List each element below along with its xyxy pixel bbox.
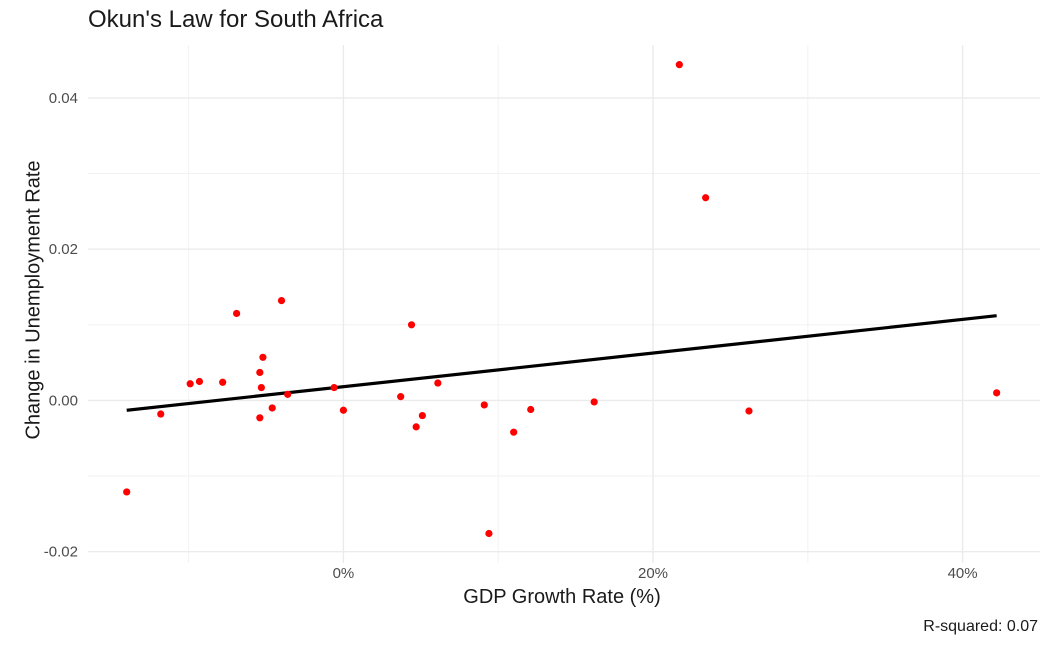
data-point <box>233 309 241 318</box>
x-axis-ticks: 0% 20% 40% <box>333 565 978 582</box>
data-point <box>702 194 710 202</box>
data-point <box>480 401 488 409</box>
data-point <box>123 488 131 496</box>
data-point <box>993 389 1001 397</box>
y-axis-label: Change in Unemployment Rate <box>22 160 45 440</box>
data-point <box>412 423 420 431</box>
minor-gridlines <box>88 45 1040 563</box>
regression-line-layer <box>126 314 997 412</box>
y-tick-label: 0.04 <box>49 90 78 107</box>
data-point <box>195 377 204 386</box>
x-axis-label: GDP Growth Rate (%) <box>463 586 661 608</box>
data-point <box>186 380 194 388</box>
y-tick-label: 0.02 <box>49 241 78 258</box>
data-point <box>277 296 286 305</box>
data-point <box>259 353 267 361</box>
x-tick-label: 20% <box>638 565 668 582</box>
data-point <box>510 428 518 436</box>
data-point <box>527 405 535 414</box>
r-squared-caption: R-squared: 0.07 <box>923 618 1038 635</box>
y-tick-label: 0.00 <box>49 392 78 409</box>
data-point <box>256 414 264 422</box>
x-tick-label: 0% <box>333 565 355 582</box>
regression-line <box>126 314 997 412</box>
chart-title: Okun's Law for South Africa <box>88 6 384 33</box>
data-point <box>339 406 348 414</box>
data-point <box>256 368 264 377</box>
data-point <box>268 404 276 412</box>
data-point <box>418 411 426 420</box>
data-point <box>157 410 165 418</box>
y-tick-label: -0.02 <box>44 544 78 561</box>
data-point <box>257 383 265 392</box>
data-point <box>434 379 442 387</box>
y-axis-ticks: -0.02 0.00 0.02 0.04 <box>44 90 78 561</box>
data-point <box>590 398 598 406</box>
data-point <box>745 407 753 415</box>
data-points <box>123 61 1001 538</box>
data-point <box>397 393 405 401</box>
data-point <box>675 61 683 69</box>
major-gridlines <box>88 45 1040 563</box>
data-point <box>407 321 416 329</box>
data-point <box>330 383 338 392</box>
data-point <box>284 390 292 398</box>
data-point <box>485 529 493 538</box>
x-tick-label: 40% <box>948 565 978 582</box>
data-point <box>219 378 227 386</box>
